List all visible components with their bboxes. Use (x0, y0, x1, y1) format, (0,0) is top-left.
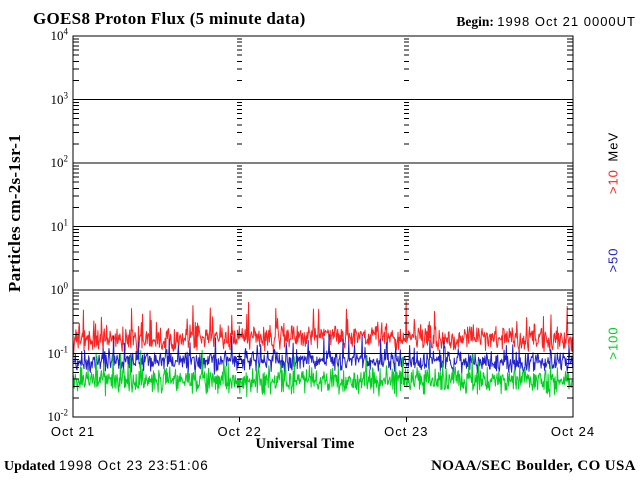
legend-threshold-label: >50 (605, 247, 621, 273)
legend-threshold-label: >10 (605, 169, 621, 195)
legend-unit-label: MeV (605, 131, 621, 162)
series-line-2 (72, 349, 574, 398)
y-tick-base: 10 (50, 282, 64, 297)
y-tick-exponent: -2 (60, 407, 69, 418)
credit-label: NOAA/SEC Boulder, CO USA (431, 458, 636, 474)
begin-value: 1998 Oct 21 0000UT (497, 14, 636, 29)
begin-label: Begin: 1998 Oct 21 0000UT (456, 14, 636, 30)
y-tick-base: 10 (47, 345, 61, 361)
begin-label-bold: Begin: (456, 14, 494, 29)
y-tick-base: 10 (50, 155, 64, 170)
x-tick-label: Oct 23 (384, 424, 429, 439)
y-tick-exponent: -1 (60, 344, 69, 355)
updated-value: 1998 Oct 23 23:51:06 (58, 458, 209, 473)
legend-item-0: >10 MeV (606, 132, 621, 194)
y-axis-title: Particles cm-2s-1sr-1 (5, 133, 24, 293)
y-tick-exponent: 3 (63, 90, 69, 101)
legend-item-2: >100 (606, 326, 621, 359)
y-tick-label: 10-1 (26, 344, 69, 362)
y-tick-label: 10-2 (26, 407, 69, 425)
y-tick-label: 104 (26, 26, 69, 44)
x-axis-title: Universal Time (255, 436, 355, 452)
updated-label: Updated 1998 Oct 23 23:51:06 (4, 458, 209, 475)
y-tick-base: 10 (50, 218, 64, 234)
x-tick-label: Oct 24 (550, 424, 596, 439)
y-tick-exponent: 0 (63, 280, 69, 291)
y-tick-label: 101 (26, 217, 69, 235)
y-tick-label: 103 (26, 90, 69, 108)
y-tick-base: 10 (50, 91, 64, 107)
plot-border (72, 35, 574, 418)
series-line-1 (72, 333, 574, 375)
legend-threshold-label: >100 (605, 326, 621, 360)
page-title: GOES8 Proton Flux (5 minute data) (33, 9, 306, 28)
legend-item-1: >50 (606, 247, 621, 272)
y-tick-label: 100 (26, 280, 69, 298)
y-tick-exponent: 2 (63, 153, 69, 164)
y-tick-label: 102 (26, 153, 69, 171)
y-tick-exponent: 1 (63, 217, 69, 228)
x-tick-label: Oct 21 (50, 424, 96, 439)
updated-label-bold: Updated (4, 459, 56, 474)
y-tick-base: 10 (47, 409, 61, 424)
y-tick-exponent: 4 (63, 26, 69, 37)
y-tick-base: 10 (50, 28, 64, 43)
series-line-0 (72, 301, 574, 356)
x-tick-label: Oct 22 (217, 424, 262, 439)
